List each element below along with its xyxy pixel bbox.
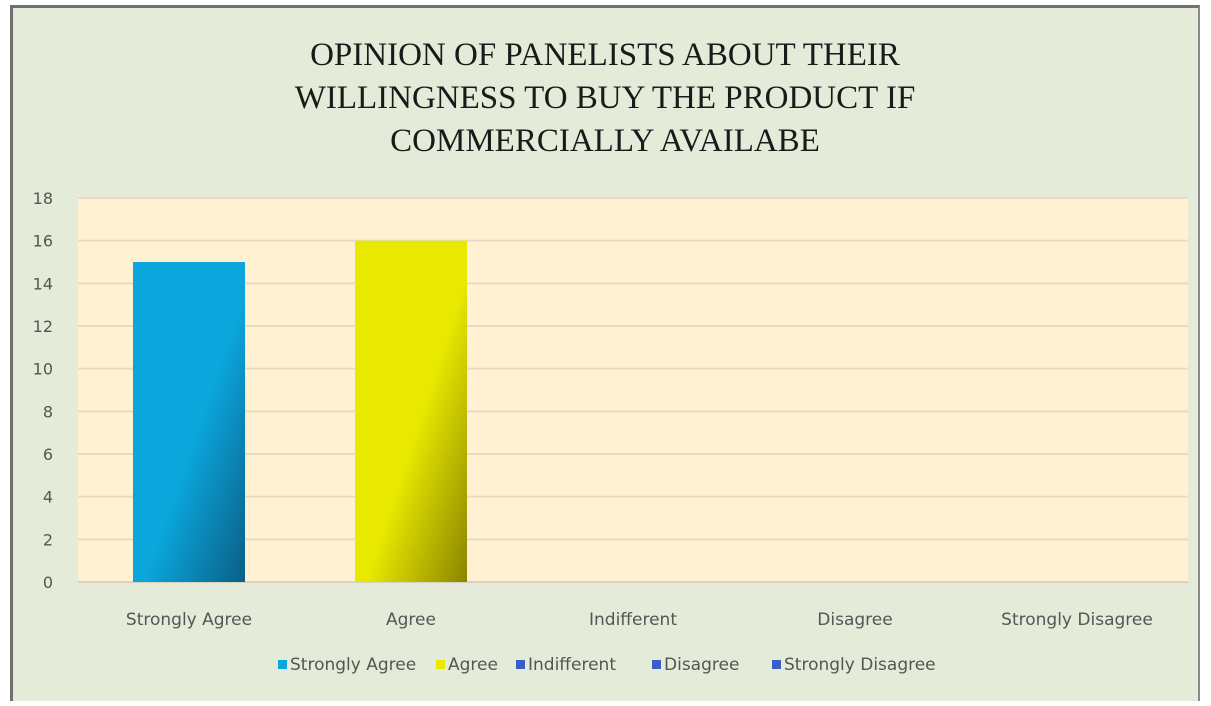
bars	[133, 240, 467, 582]
plot-area	[78, 198, 1188, 582]
gridlines	[78, 197, 1188, 583]
y-tick-label: 16	[33, 232, 53, 251]
legend-swatch	[516, 660, 525, 669]
legend-label: Disagree	[664, 655, 739, 675]
legend-swatch	[278, 660, 287, 669]
y-tick-label: 2	[43, 530, 53, 549]
x-category-label: Strongly Agree	[126, 610, 252, 630]
y-tick-label: 10	[33, 360, 53, 379]
bar-agree	[355, 240, 467, 582]
legend-item: Disagree	[652, 655, 739, 675]
y-axis-ticks: 0 2 4 6 8 10 12 14 16 18	[33, 189, 53, 592]
x-category-label: Strongly Disagree	[1001, 610, 1153, 630]
chart-title-line: OPINION OF PANELISTS ABOUT THEIR	[310, 37, 900, 73]
legend-swatch	[772, 660, 781, 669]
legend-item: Strongly Agree	[278, 655, 416, 675]
x-category-label: Indifferent	[589, 610, 677, 630]
chart-container: OPINION OF PANELISTS ABOUT THEIR WILLINGN…	[10, 5, 1200, 701]
legend: Strongly Agree Agree Indifferent Disagree St…	[278, 655, 936, 675]
legend-label: Strongly Disagree	[784, 655, 936, 675]
chart-title-line: WILLINGNESS TO BUY THE PRODUCT IF	[295, 80, 916, 116]
legend-label: Strongly Agree	[290, 655, 416, 675]
y-tick-label: 4	[43, 488, 53, 507]
x-axis-labels: Strongly Agree Agree Indifferent Disagree St…	[126, 610, 1153, 630]
legend-swatch	[652, 660, 661, 669]
legend-item: Indifferent	[516, 655, 616, 675]
y-tick-label: 0	[43, 573, 53, 592]
y-tick-label: 6	[43, 445, 53, 464]
x-category-label: Agree	[386, 610, 436, 630]
bar-strongly-agree	[133, 262, 245, 582]
chart-title-line: COMMERCIALLY AVAILABE	[390, 123, 820, 159]
bar-chart: OPINION OF PANELISTS ABOUT THEIR WILLINGN…	[33, 37, 1188, 675]
y-tick-label: 8	[43, 402, 53, 421]
y-tick-label: 18	[33, 189, 53, 208]
legend-swatch	[436, 660, 445, 669]
chart-title: OPINION OF PANELISTS ABOUT THEIR WILLINGN…	[295, 37, 916, 159]
legend-item: Agree	[436, 655, 498, 675]
y-tick-label: 12	[33, 317, 53, 336]
x-category-label: Disagree	[817, 610, 892, 630]
legend-label: Agree	[448, 655, 498, 675]
y-tick-label: 14	[33, 274, 53, 293]
legend-label: Indifferent	[528, 655, 616, 675]
legend-item: Strongly Disagree	[772, 655, 936, 675]
